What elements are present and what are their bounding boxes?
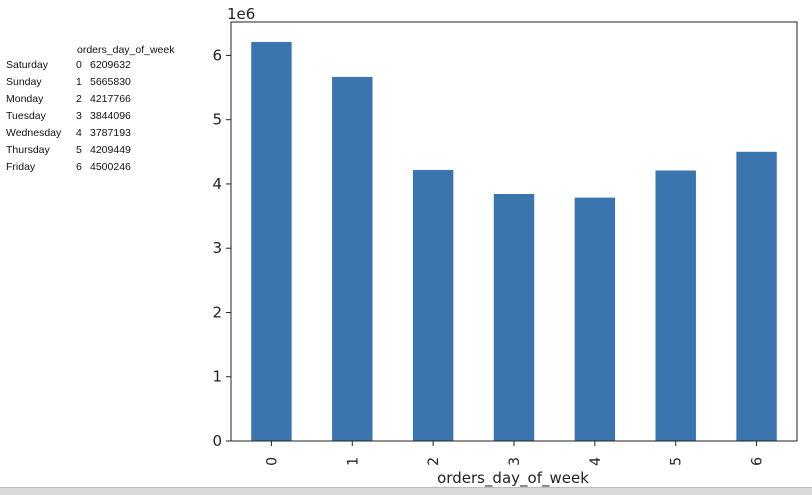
y-axis-offset-label: 1e6 xyxy=(227,5,255,23)
bar-6 xyxy=(736,151,777,442)
table-day-label: Tuesday xyxy=(6,110,46,122)
bar-3 xyxy=(493,193,535,441)
table-index: 0 xyxy=(76,59,82,71)
y-tick-label: 5 xyxy=(212,111,222,129)
x-tick-label: 6 xyxy=(750,457,766,466)
bars-group xyxy=(251,41,777,442)
y-tick-label: 3 xyxy=(212,239,222,257)
table-index: 4 xyxy=(76,127,82,139)
orders-day-of-week-table: orders_day_of_week Saturday 0 6209632 Su… xyxy=(0,40,200,190)
y-tick-label: 0 xyxy=(212,432,222,450)
table-index: 6 xyxy=(76,161,82,173)
x-tick-label: 3 xyxy=(507,457,523,466)
y-tick-label: 4 xyxy=(212,175,222,193)
table-day-label: Saturday xyxy=(6,59,49,71)
table-value: 6209632 xyxy=(90,59,131,71)
bar-0 xyxy=(251,41,292,441)
bar-2 xyxy=(412,169,454,441)
table-index: 5 xyxy=(76,144,82,156)
window-bottom-strip xyxy=(0,487,812,495)
x-axis-label: orders_day_of_week xyxy=(437,469,589,488)
x-tick-label: 2 xyxy=(426,457,442,466)
x-tick-label: 1 xyxy=(345,457,361,466)
table-index: 2 xyxy=(76,93,82,105)
x-tick-label: 5 xyxy=(669,457,685,466)
y-tick-label: 6 xyxy=(212,46,222,64)
bar-4 xyxy=(574,197,616,441)
bar-1 xyxy=(332,76,373,441)
table-day-label: Sunday xyxy=(6,76,42,88)
x-axis: 0 1 2 3 4 5 6 xyxy=(264,441,766,466)
table-day-label: Thursday xyxy=(6,144,50,156)
table-value: 4217766 xyxy=(90,93,131,105)
table-value: 3844096 xyxy=(90,110,131,122)
y-tick-label: 1 xyxy=(212,368,222,386)
x-tick-label: 4 xyxy=(588,457,604,466)
table-day-label: Wednesday xyxy=(6,127,62,139)
y-tick-label: 2 xyxy=(212,303,222,321)
bar-5 xyxy=(655,170,696,441)
table-value: 4209449 xyxy=(90,144,131,156)
table-day-label: Monday xyxy=(6,93,44,105)
x-tick-label: 0 xyxy=(264,457,280,466)
y-axis: 0 1 2 3 4 5 6 xyxy=(212,46,231,450)
table-value: 5665830 xyxy=(90,76,131,88)
table-value: 4500246 xyxy=(90,161,131,173)
plot-frame xyxy=(230,21,798,442)
table-value: 3787193 xyxy=(90,127,131,139)
table-header: orders_day_of_week xyxy=(77,44,175,56)
table-day-label: Friday xyxy=(6,161,36,173)
table-index: 3 xyxy=(76,110,82,122)
table-index: 1 xyxy=(76,76,82,88)
